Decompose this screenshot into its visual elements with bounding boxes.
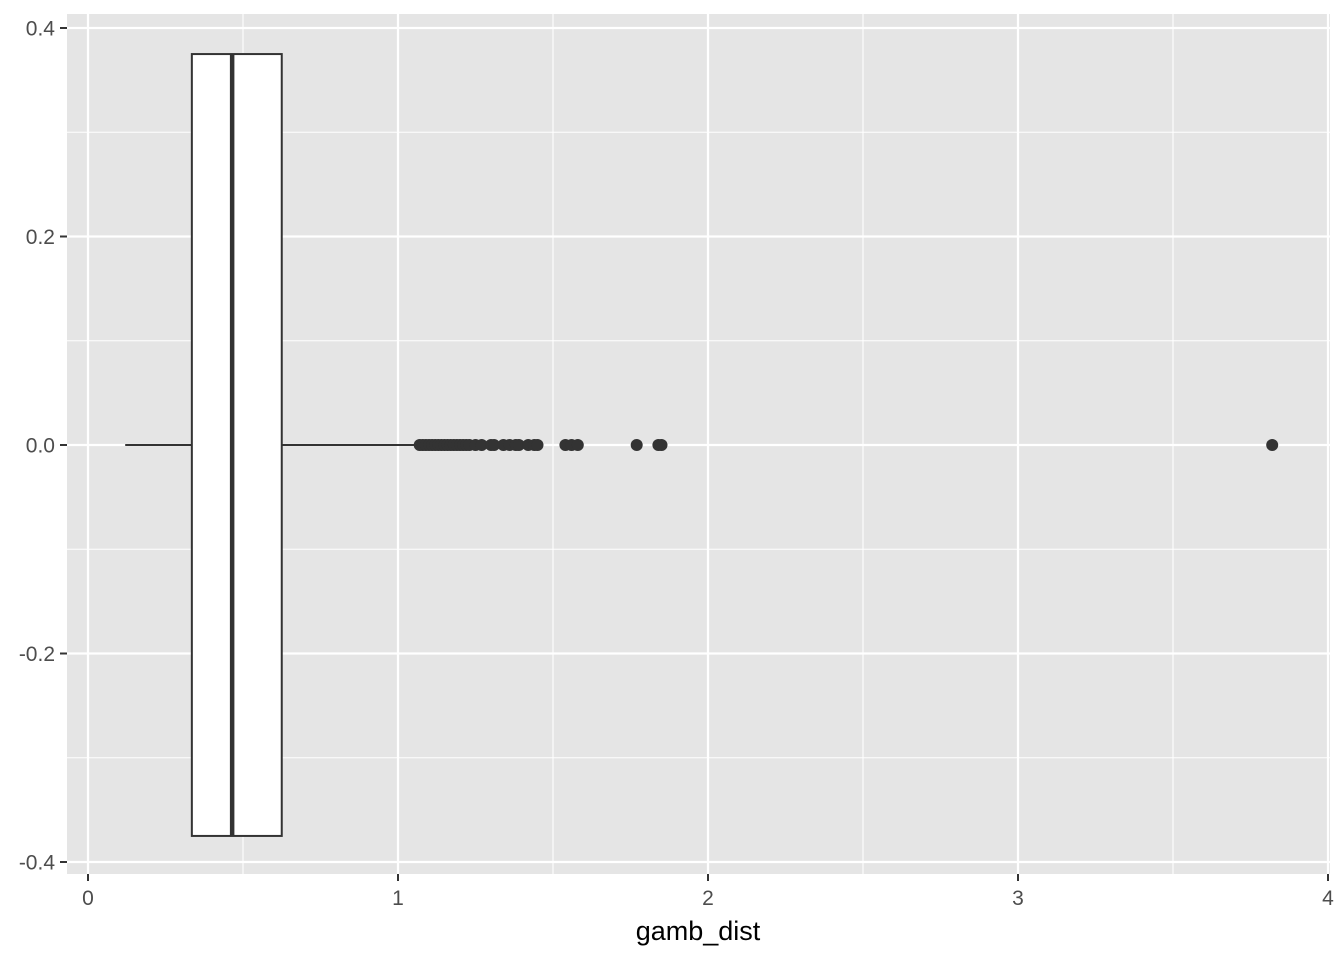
outlier-point bbox=[475, 439, 488, 451]
outlier-point bbox=[512, 439, 525, 451]
x-axis: 0 1 2 3 4 bbox=[82, 874, 1334, 910]
y-tick-label: -0.2 bbox=[19, 643, 55, 666]
y-tick-label: 0.2 bbox=[26, 226, 55, 249]
outlier-group bbox=[413, 439, 1279, 451]
x-axis-title: gamb_dist bbox=[636, 916, 761, 946]
outlier-point bbox=[1266, 439, 1279, 451]
box-iqr bbox=[190, 53, 283, 837]
x-tick-label: 4 bbox=[1322, 887, 1334, 910]
y-tick-label: -0.4 bbox=[19, 852, 56, 875]
x-tick-label: 0 bbox=[82, 887, 94, 910]
box-group bbox=[125, 53, 420, 837]
y-tick-label: 0.0 bbox=[26, 435, 55, 458]
outlier-point bbox=[488, 439, 501, 451]
outlier-point bbox=[630, 439, 643, 451]
x-tick-label: 1 bbox=[392, 887, 404, 910]
outlier-point bbox=[571, 439, 584, 451]
x-tick-label: 2 bbox=[702, 887, 714, 910]
x-tick-label: 3 bbox=[1012, 887, 1024, 910]
outlier-point bbox=[531, 439, 544, 451]
y-axis: -0.4 -0.2 0.0 0.2 0.4 bbox=[19, 18, 67, 875]
y-tick-label: 0.4 bbox=[26, 18, 56, 41]
outlier-point bbox=[655, 439, 668, 451]
